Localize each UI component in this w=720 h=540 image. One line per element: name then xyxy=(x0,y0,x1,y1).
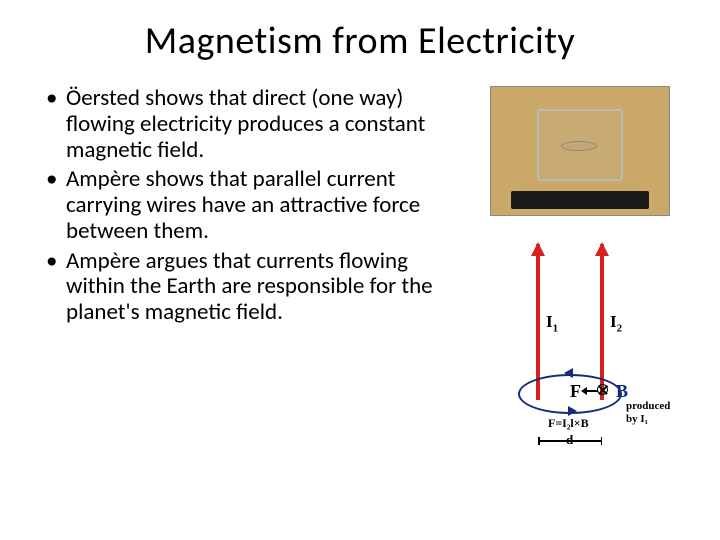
wire-2 xyxy=(600,244,604,400)
force-formula: F=I₂l×B xyxy=(548,416,589,431)
figure-column: I1 I2 F B F=I₂l×B produced by I₁ d xyxy=(480,86,680,454)
into-page-icon xyxy=(597,384,608,395)
slide-content: Öersted shows that direct (one way) flow… xyxy=(40,86,680,454)
bullet-item: Ampère shows that parallel current carry… xyxy=(46,167,470,244)
bullet-item: Ampère argues that currents flowing with… xyxy=(46,249,470,326)
slide-title: Magnetism from Electricity xyxy=(40,18,680,64)
apparatus-base xyxy=(511,191,649,209)
current-label-1: I1 xyxy=(546,312,558,334)
field-arrow-top xyxy=(564,368,573,378)
current-arrow-2 xyxy=(595,242,609,256)
bullet-item: Öersted shows that direct (one way) flow… xyxy=(46,86,470,163)
b-field-label: B xyxy=(616,381,628,402)
produced-by-label: produced by I₁ xyxy=(626,400,670,426)
force-label: F xyxy=(570,381,581,402)
current-label-2: I2 xyxy=(610,312,622,334)
apparatus-compass xyxy=(561,141,597,151)
current-arrow-1 xyxy=(531,242,545,256)
parallel-wires-diagram: I1 I2 F B F=I₂l×B produced by I₁ d xyxy=(490,244,670,454)
field-arrow-bottom xyxy=(568,406,577,416)
distance-label: d xyxy=(566,432,573,448)
oersted-apparatus-photo xyxy=(490,86,670,216)
bullet-list: Öersted shows that direct (one way) flow… xyxy=(40,86,470,454)
